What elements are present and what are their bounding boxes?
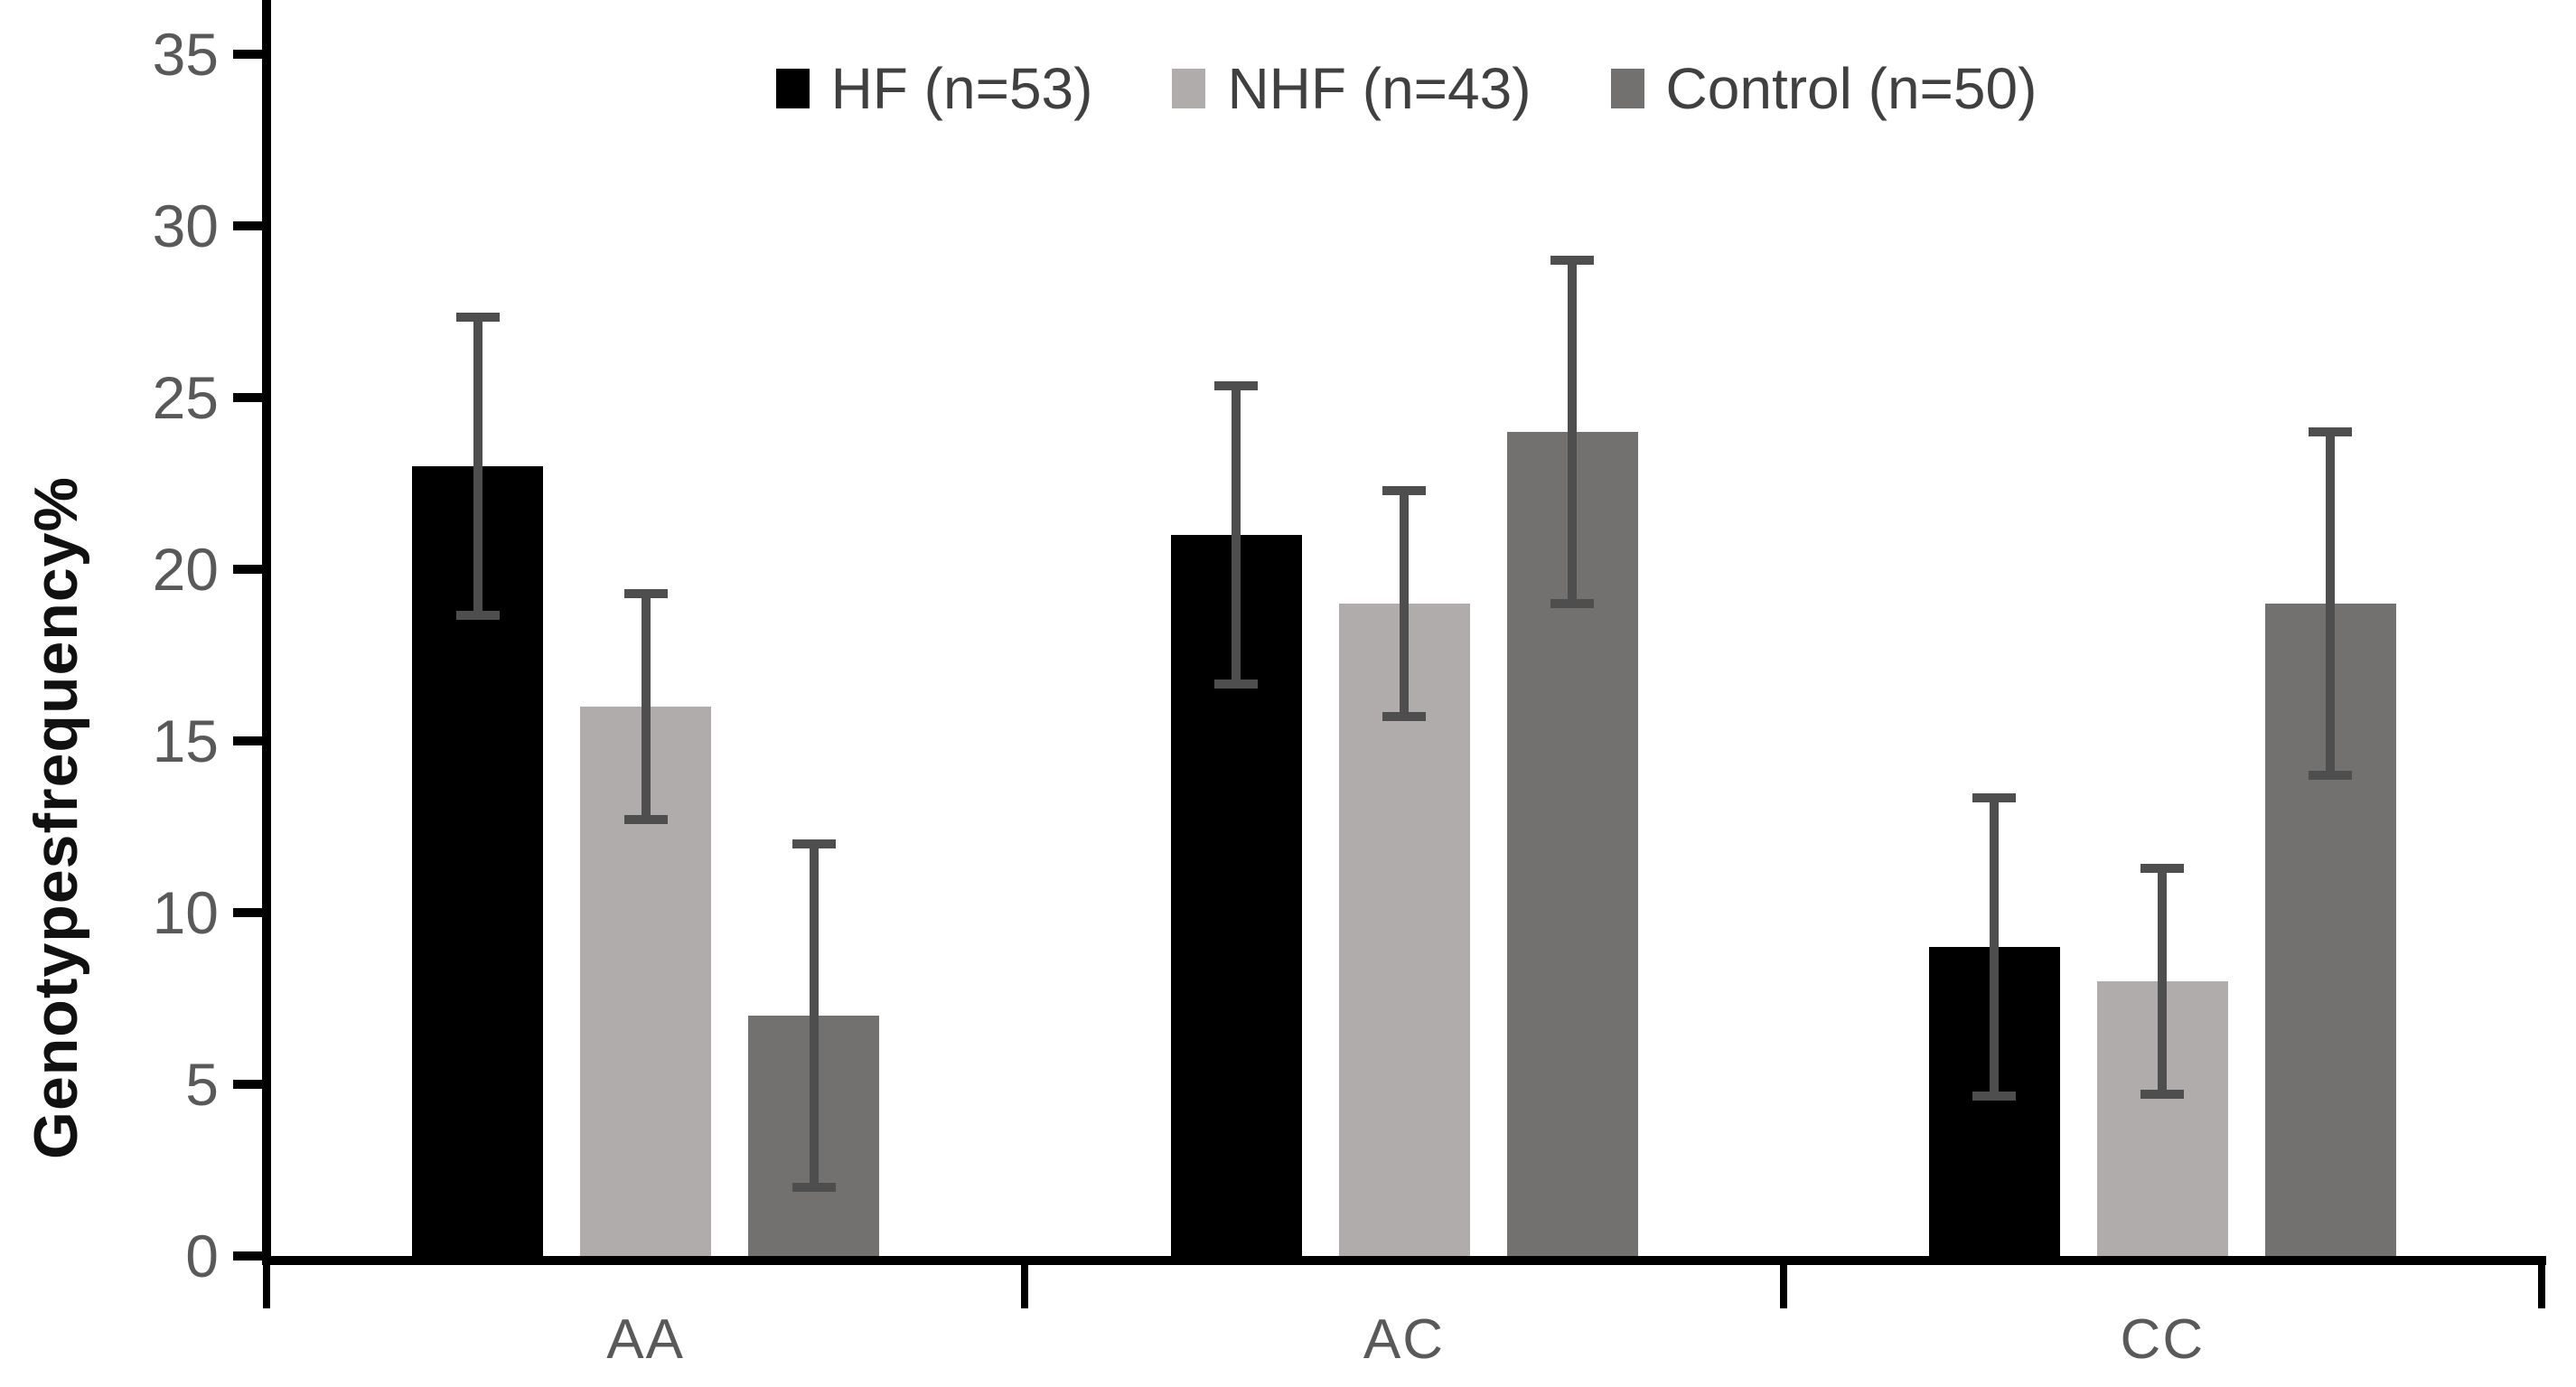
legend-item-hf: HF (n=53) bbox=[775, 55, 1093, 122]
y-tick-mark bbox=[233, 1080, 262, 1089]
error-bar-cap bbox=[1972, 792, 2017, 802]
category-label-cc: CC bbox=[2120, 1308, 2206, 1371]
error-bar-stem bbox=[1990, 797, 2000, 1097]
error-bar-stem bbox=[2158, 867, 2168, 1095]
error-bar-cap bbox=[1550, 599, 1594, 608]
error-bar-cap bbox=[792, 1183, 836, 1192]
error-bar-stem bbox=[1568, 260, 1577, 604]
error-bar-cap bbox=[1382, 712, 1426, 722]
error-bar-cap bbox=[623, 815, 668, 825]
y-axis-line bbox=[262, 0, 271, 1265]
error-bar-cap bbox=[2309, 771, 2353, 780]
error-bar-cap bbox=[455, 611, 500, 621]
y-tick-mark bbox=[233, 565, 262, 574]
legend-label: HF (n=53) bbox=[830, 56, 1093, 121]
error-bar-stem bbox=[1232, 385, 1241, 685]
y-tick-label: 20 bbox=[152, 536, 219, 603]
y-tick-mark bbox=[233, 736, 262, 745]
y-tick-label: 15 bbox=[152, 708, 219, 774]
legend-item-nhf: NHF (n=43) bbox=[1172, 55, 1532, 122]
y-tick-label: 5 bbox=[185, 1051, 219, 1118]
y-tick-label: 0 bbox=[185, 1223, 219, 1289]
error-bar-stem bbox=[809, 844, 819, 1187]
x-tick-mark bbox=[2538, 1256, 2545, 1308]
error-bar-stem bbox=[2326, 432, 2336, 775]
y-tick-mark bbox=[233, 393, 262, 402]
y-tick-label: 35 bbox=[152, 21, 219, 88]
legend-label: Control (n=50) bbox=[1665, 56, 2037, 121]
x-tick-mark bbox=[263, 1256, 270, 1308]
error-bar-stem bbox=[641, 593, 651, 820]
error-bar-cap bbox=[2140, 1090, 2185, 1100]
y-tick-mark bbox=[233, 221, 262, 230]
category-label-ac: AC bbox=[1363, 1308, 1446, 1371]
error-bar-cap bbox=[1214, 679, 1258, 689]
y-tick-mark bbox=[233, 1251, 262, 1260]
error-bar-cap bbox=[2140, 863, 2185, 873]
y-tick-label: 25 bbox=[152, 364, 219, 431]
error-bar-cap bbox=[792, 839, 836, 848]
error-bar-stem bbox=[1400, 490, 1409, 717]
y-tick-label: 30 bbox=[152, 192, 219, 259]
error-bar-stem bbox=[473, 316, 482, 616]
y-tick-mark bbox=[233, 50, 262, 59]
error-bar-cap bbox=[1382, 485, 1426, 495]
category-label-aa: AA bbox=[606, 1308, 686, 1371]
error-bar-cap bbox=[455, 312, 500, 322]
legend-item-control: Control (n=50) bbox=[1610, 55, 2037, 122]
error-bar-cap bbox=[2309, 427, 2353, 436]
error-bar-cap bbox=[623, 588, 668, 598]
legend-swatch-icon bbox=[1172, 69, 1206, 108]
legend-swatch-icon bbox=[1610, 69, 1644, 108]
error-bar-cap bbox=[1214, 380, 1258, 390]
error-bar-cap bbox=[1972, 1092, 2017, 1101]
error-bar-cap bbox=[1550, 256, 1594, 265]
legend-swatch-icon bbox=[775, 69, 810, 108]
legend: HF (n=53) NHF (n=43) Control (n=50) bbox=[267, 51, 2546, 127]
x-tick-mark bbox=[1779, 1256, 1787, 1308]
legend-label: NHF (n=43) bbox=[1227, 56, 1532, 121]
y-tick-label: 10 bbox=[152, 879, 219, 946]
y-tick-mark bbox=[233, 908, 262, 917]
x-axis-line bbox=[262, 1256, 2546, 1265]
x-tick-mark bbox=[1021, 1256, 1029, 1308]
